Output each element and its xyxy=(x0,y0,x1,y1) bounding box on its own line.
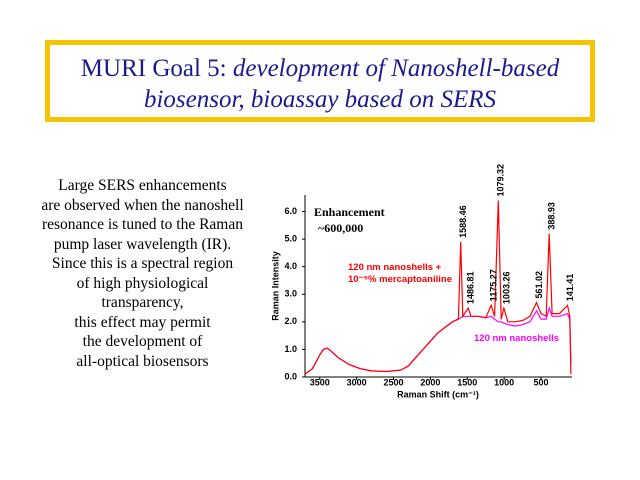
body-line: all-optical biosensors xyxy=(76,352,209,370)
y-tick-label: 3.0 xyxy=(284,289,297,299)
peak-label: 561.02 xyxy=(534,271,544,299)
y-tick-label: 5.0 xyxy=(284,233,297,243)
body-line: the development of xyxy=(82,333,203,350)
body-line: Since this is a spectral region xyxy=(51,255,234,272)
peak-label: 141.41 xyxy=(565,274,575,302)
y-tick-label: 1.0 xyxy=(284,344,297,354)
x-tick-label: 500 xyxy=(534,377,549,387)
x-tick-label: 2500 xyxy=(383,377,403,387)
peak-label: 1175.27 xyxy=(489,269,499,301)
peak-label: 1003.26 xyxy=(501,272,511,305)
body-line: Large SERS enhancements xyxy=(58,177,227,194)
body-line: resonance is tuned to the Raman xyxy=(41,216,243,233)
y-tick-label: 4.0 xyxy=(284,261,297,271)
body-line: are observed when the nanoshell xyxy=(41,196,244,214)
body-line: transparency, xyxy=(101,294,184,311)
body-line: of high physiological xyxy=(76,274,209,292)
y-tick-label: 0.0 xyxy=(284,371,297,381)
x-tick-label: 1000 xyxy=(494,377,514,387)
peak-label: 1079.32 xyxy=(496,164,506,197)
peak-label: 1486.81 xyxy=(466,272,476,305)
legend-entry: 120 nm nanoshells + 10⁻⁵% mercaptoanilin… xyxy=(348,262,452,285)
body-line: this effect may permit xyxy=(74,313,211,331)
x-tick-label: 1500 xyxy=(457,377,477,387)
annotation: ~600,000 xyxy=(318,221,363,235)
body-line: pump laser wavelength (IR). xyxy=(53,235,232,253)
legend-entry: 120 nm nanoshells xyxy=(474,333,560,344)
y-tick-label: 6.0 xyxy=(284,206,297,216)
peak-label: 388.93 xyxy=(547,202,557,230)
x-tick-label: 3000 xyxy=(347,377,367,387)
slide-title: MURI Goal 5: development of Nanoshell-ba… xyxy=(70,53,570,115)
body-text: Large SERS enhancements are observed when… xyxy=(15,176,270,371)
y-axis-label: Raman Intensity xyxy=(270,251,280,321)
annotation: Enhancement xyxy=(314,205,385,219)
x-tick-label: 3500 xyxy=(310,377,330,387)
x-tick-label: 2000 xyxy=(420,377,440,387)
title-rest: development of Nanoshell-based biosensor… xyxy=(143,55,560,113)
y-tick-label: 2.0 xyxy=(284,316,297,326)
title-lead: MURI Goal 5: xyxy=(80,55,227,82)
title-box: MURI Goal 5: development of Nanoshell-ba… xyxy=(45,40,595,122)
x-axis-label: Raman Shift (cm⁻¹) xyxy=(397,389,479,399)
peak-label: 1588.46 xyxy=(458,205,468,238)
spectrum-line xyxy=(304,200,572,375)
